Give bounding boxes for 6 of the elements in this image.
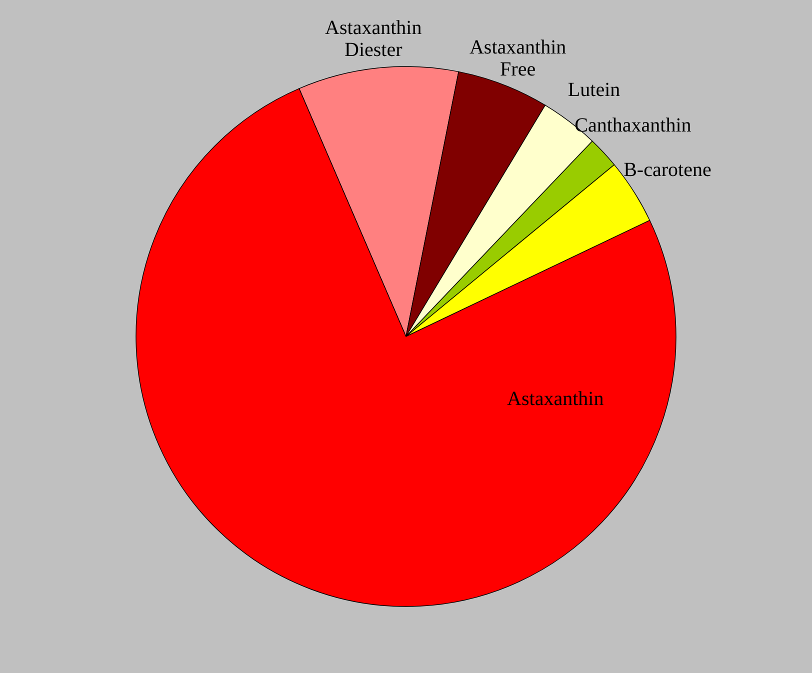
slice-label: Astaxanthin (507, 388, 604, 410)
slice-label: Lutein (568, 79, 620, 102)
slice-label: Canthaxanthin (574, 114, 692, 136)
slice-label: Astaxanthin Free (469, 36, 566, 80)
slice-label: B-carotene (624, 158, 712, 181)
slice-label: Astaxanthin Diester (325, 17, 422, 62)
